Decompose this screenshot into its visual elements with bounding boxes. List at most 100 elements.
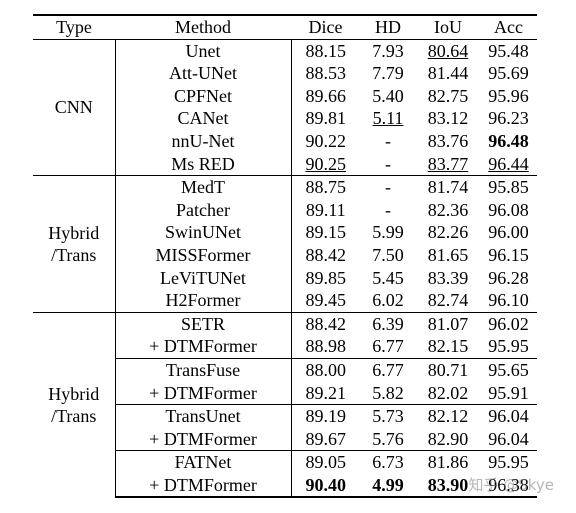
acc-cell: 95.48	[480, 38, 537, 63]
iou-cell: 83.39	[416, 267, 480, 290]
dice-cell: 88.42	[291, 244, 360, 267]
iou-cell: 82.74	[416, 289, 480, 312]
hd-cell: 5.76	[360, 428, 416, 451]
hd-cell: 5.45	[360, 267, 416, 290]
dice-cell: 89.19	[291, 404, 360, 428]
hd-value: 7.79	[372, 63, 404, 84]
table-row: Patcher 89.11 - 82.36 96.08	[33, 198, 537, 222]
results-table: Type Method Dice HD IoU Acc CNN Unet 88.15…	[33, 13, 537, 499]
acc-value: 96.28	[488, 267, 529, 288]
method-cell: LeViTUNet	[115, 266, 292, 290]
iou-cell: 82.02	[416, 382, 480, 405]
table-row: + DTMFormer 90.40 4.99 83.90 96.38	[33, 473, 537, 499]
acc-cell: 95.96	[480, 85, 537, 108]
iou-cell: 80.71	[416, 357, 480, 382]
dice-cell: 88.15	[291, 38, 360, 63]
acc-cell: 96.08	[480, 199, 537, 222]
dice-cell: 88.00	[291, 357, 360, 382]
acc-cell: 95.95	[480, 450, 537, 474]
method-cell: CPFNet	[115, 84, 292, 108]
results-table-container: Type Method Dice HD IoU Acc CNN Unet 88.15…	[33, 13, 537, 499]
dice-cell: 89.66	[291, 85, 360, 108]
type-cell: Hybrid/Trans	[33, 175, 116, 313]
iou-cell: 83.12	[416, 107, 480, 130]
iou-cell: 80.64	[416, 38, 480, 63]
dice-value: 88.53	[305, 63, 347, 84]
acc-value: 95.95	[488, 336, 529, 357]
method-cell: MISSFormer	[115, 243, 292, 267]
header-hd: HD	[360, 13, 416, 40]
iou-cell: 82.75	[416, 85, 480, 108]
hd-value: 5.82	[372, 382, 404, 403]
acc-value: 95.91	[488, 382, 529, 403]
hd-value: -	[385, 130, 391, 151]
dice-cell: 88.75	[291, 175, 360, 199]
iou-value: 82.90	[427, 428, 469, 449]
dice-value: 89.81	[305, 108, 347, 129]
type-label-part: /Trans	[51, 244, 97, 265]
header-dice: Dice	[291, 13, 360, 40]
iou-value: 83.90	[427, 474, 469, 495]
hd-cell: 7.79	[360, 62, 416, 85]
iou-cell: 82.15	[416, 335, 480, 358]
table-row: SwinUNet 89.15 5.99 82.26 96.00	[33, 221, 537, 244]
dice-value: 89.15	[305, 222, 347, 243]
table-row: TransUnet 89.19 5.73 82.12 96.04	[33, 404, 537, 428]
table-row: Ms RED 90.25 - 83.77 96.44	[33, 152, 537, 176]
acc-cell: 96.02	[480, 311, 537, 336]
dice-cell: 88.53	[291, 62, 360, 85]
table-row: + DTMFormer 89.67 5.76 82.90 96.04	[33, 427, 537, 451]
acc-cell: 95.65	[480, 357, 537, 382]
acc-cell: 96.44	[480, 153, 537, 176]
iou-value: 83.39	[427, 267, 469, 288]
dice-value: 88.15	[305, 40, 347, 61]
hd-cell: 5.40	[360, 85, 416, 108]
type-label-part: Hybrid	[48, 222, 100, 243]
hd-cell: -	[360, 130, 416, 153]
acc-value: 95.65	[488, 359, 529, 380]
hd-value: 6.77	[372, 359, 404, 380]
iou-cell: 81.44	[416, 62, 480, 85]
method-cell: FATNet	[115, 450, 292, 474]
acc-value: 96.15	[488, 244, 529, 265]
iou-cell: 81.65	[416, 244, 480, 267]
dice-value: 88.75	[305, 177, 347, 198]
dice-cell: 90.25	[291, 153, 360, 176]
table-row: + DTMFormer 89.21 5.82 82.02 95.91	[33, 381, 537, 405]
acc-cell: 96.00	[480, 221, 537, 244]
acc-cell: 96.15	[480, 244, 537, 267]
method-cell: Ms RED	[115, 152, 292, 176]
iou-value: 83.77	[427, 153, 469, 174]
iou-cell: 83.77	[416, 153, 480, 176]
iou-cell: 81.07	[416, 311, 480, 336]
acc-value: 96.10	[488, 290, 529, 311]
header-row: Type Method Dice HD IoU Acc	[33, 13, 537, 40]
hd-cell: 6.39	[360, 311, 416, 336]
method-cell: + DTMFormer	[115, 427, 292, 451]
acc-cell: 96.04	[480, 428, 537, 451]
acc-value: 96.08	[488, 199, 529, 220]
dice-cell: 89.15	[291, 221, 360, 244]
dice-cell: 89.85	[291, 267, 360, 290]
table-row: + DTMFormer 88.98 6.77 82.15 95.95	[33, 335, 537, 359]
acc-value: 96.04	[488, 406, 529, 427]
iou-cell: 83.90	[416, 473, 480, 499]
iou-cell: 83.76	[416, 130, 480, 153]
hd-cell: 5.99	[360, 221, 416, 244]
dice-cell: 90.22	[291, 130, 360, 153]
method-cell: SwinUNet	[115, 221, 292, 244]
acc-cell: 96.23	[480, 107, 537, 130]
method-cell: Unet	[115, 38, 292, 63]
iou-value: 80.64	[427, 40, 469, 61]
hd-value: 6.77	[372, 336, 404, 357]
type-cell: CNN	[33, 38, 116, 176]
iou-value: 82.75	[427, 85, 469, 106]
acc-value: 95.48	[488, 40, 529, 61]
acc-cell: 96.38	[480, 473, 537, 499]
acc-value: 95.95	[488, 452, 529, 473]
dice-cell: 88.98	[291, 335, 360, 358]
method-cell: + DTMFormer	[115, 381, 292, 405]
dice-value: 88.98	[305, 336, 347, 357]
acc-cell: 95.95	[480, 335, 537, 358]
hd-value: -	[385, 199, 391, 220]
